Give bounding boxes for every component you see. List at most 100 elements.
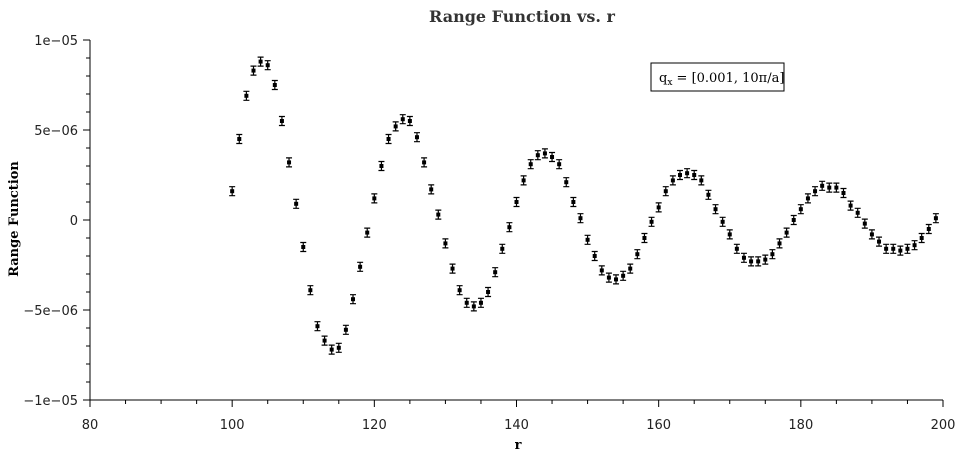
data-point	[421, 157, 428, 168]
x-tick-label: 120	[362, 418, 387, 433]
data-marker	[578, 216, 583, 221]
data-point	[328, 344, 335, 355]
data-marker	[521, 178, 526, 183]
data-marker	[279, 119, 284, 123]
data-marker	[287, 160, 292, 165]
data-marker	[550, 155, 555, 159]
data-marker	[535, 153, 540, 158]
data-marker	[706, 192, 711, 197]
legend-text-main: q	[659, 71, 667, 86]
data-marker	[486, 290, 491, 294]
data-marker	[329, 347, 334, 352]
data-point	[513, 196, 520, 208]
data-point	[861, 218, 868, 229]
y-axis-label: Range Function	[7, 161, 22, 277]
data-point	[392, 121, 399, 132]
data-marker	[628, 266, 633, 271]
data-marker	[592, 254, 597, 258]
data-marker	[820, 183, 825, 188]
data-point	[492, 267, 499, 278]
legend-frame	[650, 62, 785, 92]
data-point	[563, 177, 570, 188]
data-marker	[834, 185, 839, 190]
data-point	[357, 261, 364, 272]
data-point	[271, 79, 278, 91]
data-point	[819, 180, 826, 191]
data-point	[307, 285, 314, 296]
data-point	[342, 324, 349, 335]
chart-title: Range Function vs. r	[429, 7, 615, 26]
x-tick-label: 100	[220, 418, 245, 433]
data-point	[883, 243, 890, 254]
data-point	[413, 132, 420, 143]
data-point	[897, 245, 904, 256]
data-point	[477, 297, 484, 308]
data-marker	[571, 200, 576, 204]
data-point	[847, 200, 854, 211]
data-marker	[400, 117, 405, 122]
data-marker	[457, 288, 462, 293]
data-marker	[500, 246, 505, 251]
data-marker	[727, 232, 732, 237]
x-tick-label: 200	[931, 418, 956, 433]
legend-text-rest: = [0.001, 10π/a]	[672, 71, 784, 86]
data-marker	[791, 218, 796, 222]
data-marker	[741, 255, 746, 260]
data-point	[534, 150, 541, 161]
data-point	[229, 186, 236, 197]
data-marker	[926, 227, 931, 231]
data-point	[833, 182, 840, 193]
data-point	[286, 157, 293, 168]
data-marker	[407, 119, 412, 123]
data-point	[648, 216, 655, 227]
data-marker	[877, 239, 882, 244]
data-point	[321, 335, 328, 346]
data-point	[684, 168, 691, 179]
data-marker	[855, 210, 860, 215]
x-tick-label: 180	[788, 418, 813, 433]
data-point	[442, 238, 449, 249]
data-marker	[699, 178, 704, 183]
data-point	[868, 229, 875, 240]
data-point	[911, 240, 918, 251]
data-marker	[777, 241, 782, 246]
data-point	[769, 249, 776, 260]
data-point	[804, 193, 811, 204]
data-point	[385, 133, 392, 145]
data-point	[549, 151, 556, 163]
data-marker	[237, 137, 242, 141]
data-marker	[713, 207, 718, 212]
data-marker	[564, 180, 569, 185]
data-marker	[848, 203, 853, 208]
x-tick-label: 80	[82, 418, 99, 433]
x-axis-label: r	[515, 438, 522, 453]
legend-label: qx = [0.001, 10π/a]	[659, 71, 784, 88]
data-marker	[343, 327, 348, 332]
data-marker	[905, 246, 910, 251]
data-marker	[557, 162, 562, 167]
data-point	[662, 186, 669, 197]
data-point	[236, 133, 243, 145]
data-marker	[599, 268, 604, 273]
data-marker	[429, 187, 434, 192]
data-point	[541, 148, 548, 159]
data-point	[399, 114, 406, 125]
data-marker	[677, 173, 682, 177]
data-marker	[414, 135, 419, 140]
data-point	[826, 182, 833, 193]
data-marker	[336, 345, 341, 350]
data-marker	[827, 185, 832, 190]
legend-text-subscript: x	[667, 78, 672, 88]
data-marker	[720, 219, 725, 224]
data-point	[748, 256, 755, 267]
data-point	[620, 270, 627, 281]
y-axis-ticks: −1e−05 −5e−06 0 5e−06 1e−05	[23, 34, 90, 409]
data-point	[293, 198, 300, 209]
data-marker	[301, 245, 306, 249]
data-marker	[528, 162, 533, 167]
data-marker	[393, 124, 398, 129]
data-marker	[685, 171, 690, 176]
data-marker	[514, 200, 519, 204]
data-point	[598, 265, 605, 276]
